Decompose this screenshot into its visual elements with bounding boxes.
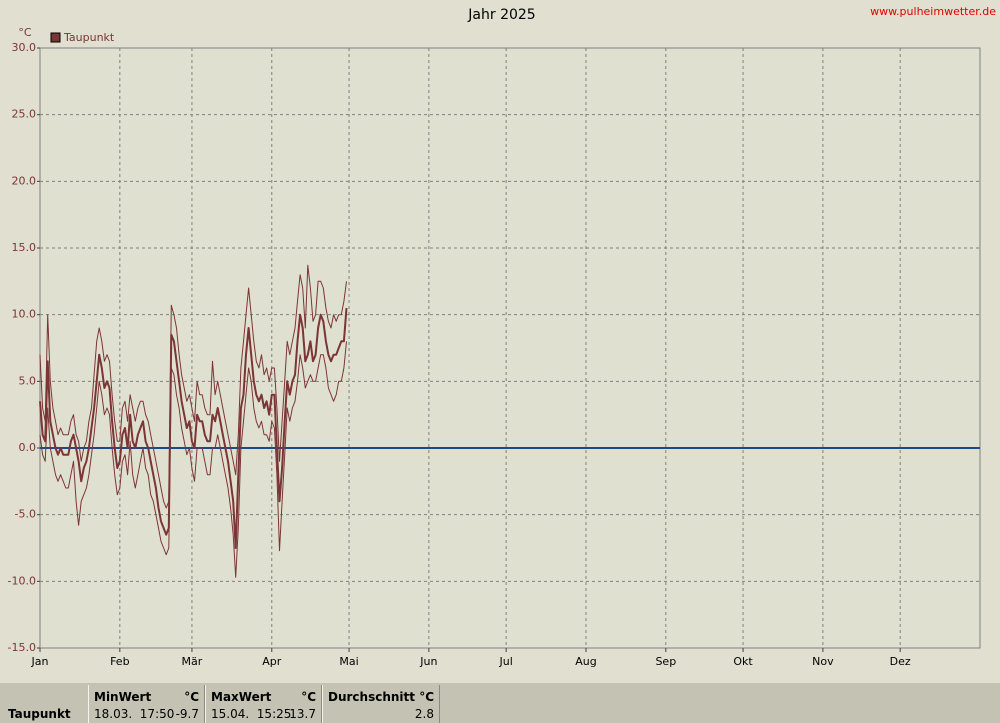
- series-line: [39, 264, 347, 509]
- x-tick-label: Mär: [182, 655, 203, 668]
- y-tick-label: -10.0: [8, 574, 36, 587]
- series-line: [39, 307, 348, 549]
- chart: Jahr 2025 www.pulheimwetter.de °C 30.0 25…: [8, 5, 997, 668]
- value: 13.7: [289, 707, 316, 721]
- header: Durchschnitt: [328, 690, 416, 704]
- x-tick-label: Aug: [575, 655, 596, 668]
- y-tick-label: 20.0: [12, 174, 37, 187]
- x-tick-label: Sep: [655, 655, 676, 668]
- x-tick-label: Nov: [812, 655, 834, 668]
- max-cell: MaxWert °C 15.04. 15:25 13.7: [205, 685, 322, 723]
- x-tick-label: Jul: [498, 655, 512, 668]
- chart-title: Jahr 2025: [467, 7, 535, 23]
- stats-table: Taupunkt MinWert °C 18.03. 17:50 -9.7 Ma…: [0, 683, 1000, 723]
- value: -9.7: [175, 707, 199, 721]
- unit: °C: [184, 690, 199, 704]
- time: 18.03. 17:50: [94, 707, 175, 721]
- source: www.pulheimwetter.de: [870, 5, 996, 18]
- x-tick-label: Mai: [339, 655, 358, 668]
- unit: °C: [419, 690, 434, 704]
- series-line: [39, 341, 347, 578]
- unit: °C: [301, 690, 316, 704]
- unit-label: °C: [18, 26, 32, 39]
- y-tick-label: 15.0: [12, 241, 37, 254]
- header: MinWert: [94, 690, 152, 704]
- x-tick-label: Okt: [733, 655, 753, 668]
- x-tick-label: Feb: [110, 655, 129, 668]
- x-tick-label: Apr: [262, 655, 282, 668]
- y-tick-label: 30.0: [12, 41, 37, 54]
- avg-cell: Durchschnitt °C 2.8: [322, 685, 440, 723]
- y-tick-label: -15.0: [8, 641, 36, 654]
- plot-area: [39, 47, 981, 649]
- legend-label: Taupunkt: [63, 31, 115, 44]
- y-tick-label: 10.0: [12, 308, 37, 321]
- y-tick-label: -5.0: [15, 508, 36, 521]
- time: 15.04. 15:25: [211, 707, 292, 721]
- x-tick-label: Jan: [31, 655, 49, 668]
- min-cell: MinWert °C 18.03. 17:50 -9.7: [88, 685, 205, 723]
- x-tick-label: Dez: [890, 655, 911, 668]
- y-tick-label: 25.0: [12, 108, 37, 121]
- y-tick-label: 5.0: [19, 374, 37, 387]
- value: 2.8: [414, 707, 434, 721]
- y-tick-label: 0.0: [19, 441, 37, 454]
- row-label: Taupunkt: [8, 707, 71, 721]
- header: MaxWert: [211, 690, 272, 704]
- legend-swatch: [50, 32, 61, 43]
- x-tick-label: Jun: [419, 655, 437, 668]
